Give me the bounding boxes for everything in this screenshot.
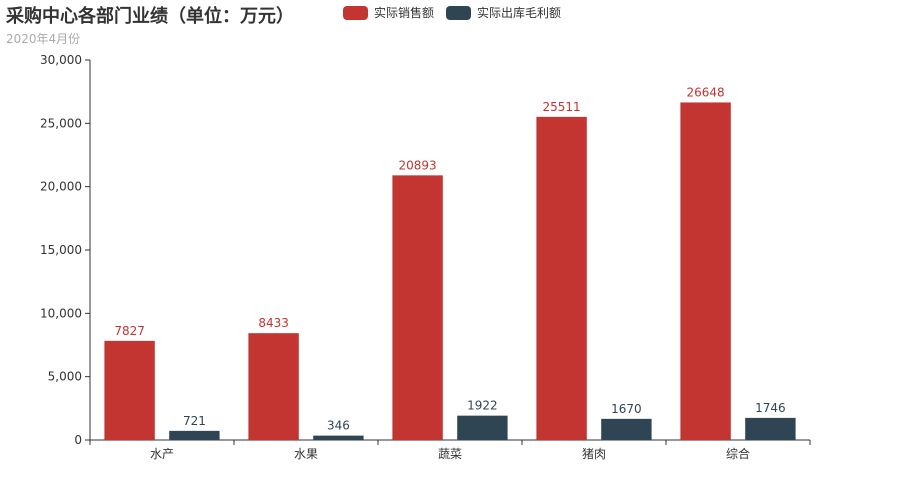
y-tick-label: 15,000	[40, 243, 82, 257]
y-tick-label: 20,000	[40, 180, 82, 194]
x-tick-label: 水产	[150, 447, 174, 461]
legend-swatch-profit	[446, 5, 472, 20]
bar-sales[interactable]	[248, 333, 299, 440]
data-label-sales: 26648	[687, 85, 725, 99]
x-tick-label: 蔬菜	[438, 447, 462, 461]
legend-item-sales[interactable]: 实际销售额	[343, 4, 434, 21]
x-tick-label: 综合	[726, 446, 750, 461]
bar-profit[interactable]	[169, 430, 220, 440]
bar-sales[interactable]	[104, 340, 155, 440]
chart-subtitle: 2020年4月份	[6, 32, 81, 46]
y-tick-label: 30,000	[40, 53, 82, 67]
y-tick-label: 10,000	[40, 306, 82, 320]
legend-item-profit[interactable]: 实际出库毛利额	[446, 4, 561, 21]
chart-title: 采购中心各部门业绩（单位：万元）	[6, 6, 294, 27]
x-tick-label: 猪肉	[582, 447, 606, 461]
bar-sales[interactable]	[536, 116, 587, 441]
bar-sales[interactable]	[392, 175, 443, 440]
data-label-profit: 1746	[755, 401, 786, 415]
legend: 实际销售额 实际出库毛利额	[343, 4, 561, 21]
data-label-sales: 25511	[543, 100, 581, 114]
data-label-profit: 721	[183, 414, 206, 428]
bar-profit[interactable]	[313, 435, 364, 440]
bar-profit[interactable]	[601, 418, 652, 440]
legend-label-sales: 实际销售额	[374, 6, 435, 20]
data-label-profit: 1670	[611, 402, 642, 416]
bar-sales[interactable]	[680, 102, 731, 440]
bar-profit[interactable]	[457, 415, 508, 440]
data-label-sales: 20893	[399, 158, 437, 172]
data-label-sales: 8433	[258, 316, 289, 330]
y-tick-label: 25,000	[40, 116, 82, 130]
y-tick-label: 0	[74, 433, 82, 447]
x-tick-label: 水果	[294, 447, 318, 461]
legend-label-profit: 实际出库毛利额	[477, 6, 562, 20]
y-tick-label: 5,000	[48, 370, 82, 384]
data-label-profit: 1922	[467, 399, 498, 413]
data-label-sales: 7827	[114, 324, 145, 338]
bar-profit[interactable]	[745, 417, 796, 440]
legend-swatch-sales	[343, 5, 368, 20]
data-label-profit: 346	[327, 419, 350, 433]
